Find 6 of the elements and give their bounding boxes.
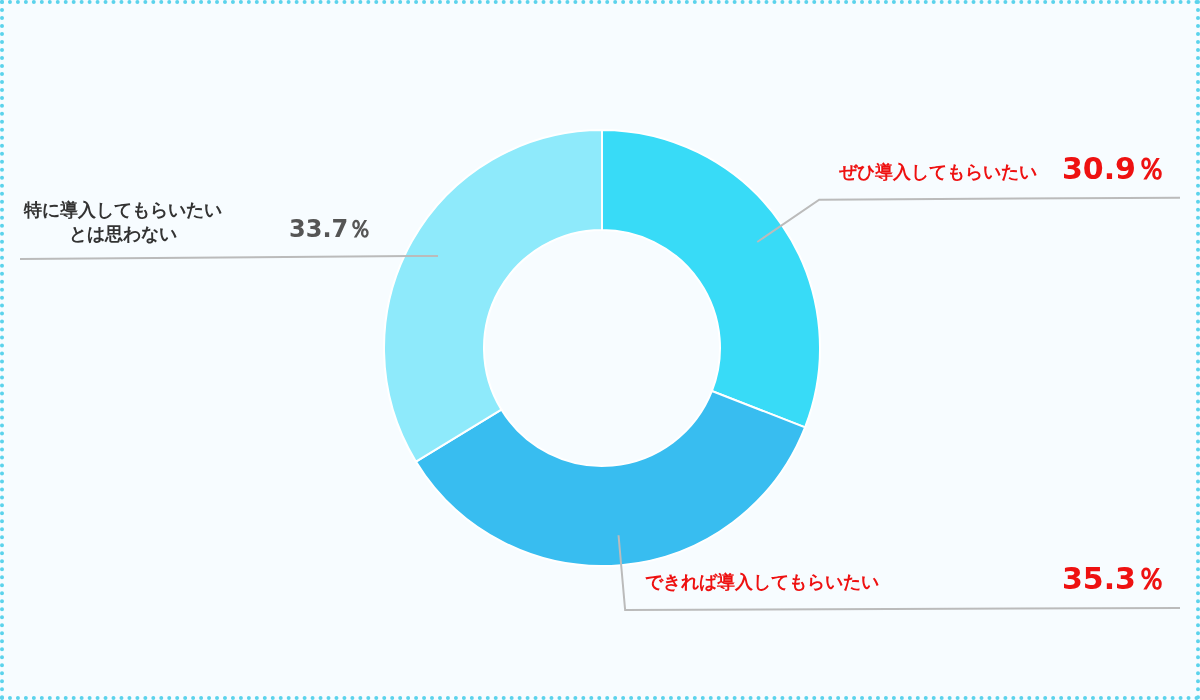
slice-label: できれば導入してもらいたい <box>645 569 880 594</box>
data-label: 35.3％ <box>1061 560 1166 596</box>
slice-label: 特に導入してもらいたいとは思わない <box>24 198 222 247</box>
data-label: 30.9％ <box>1061 150 1166 186</box>
data-label: 33.7％ <box>289 214 373 246</box>
slice-label: ぜひ導入してもらいたい <box>839 159 1038 184</box>
